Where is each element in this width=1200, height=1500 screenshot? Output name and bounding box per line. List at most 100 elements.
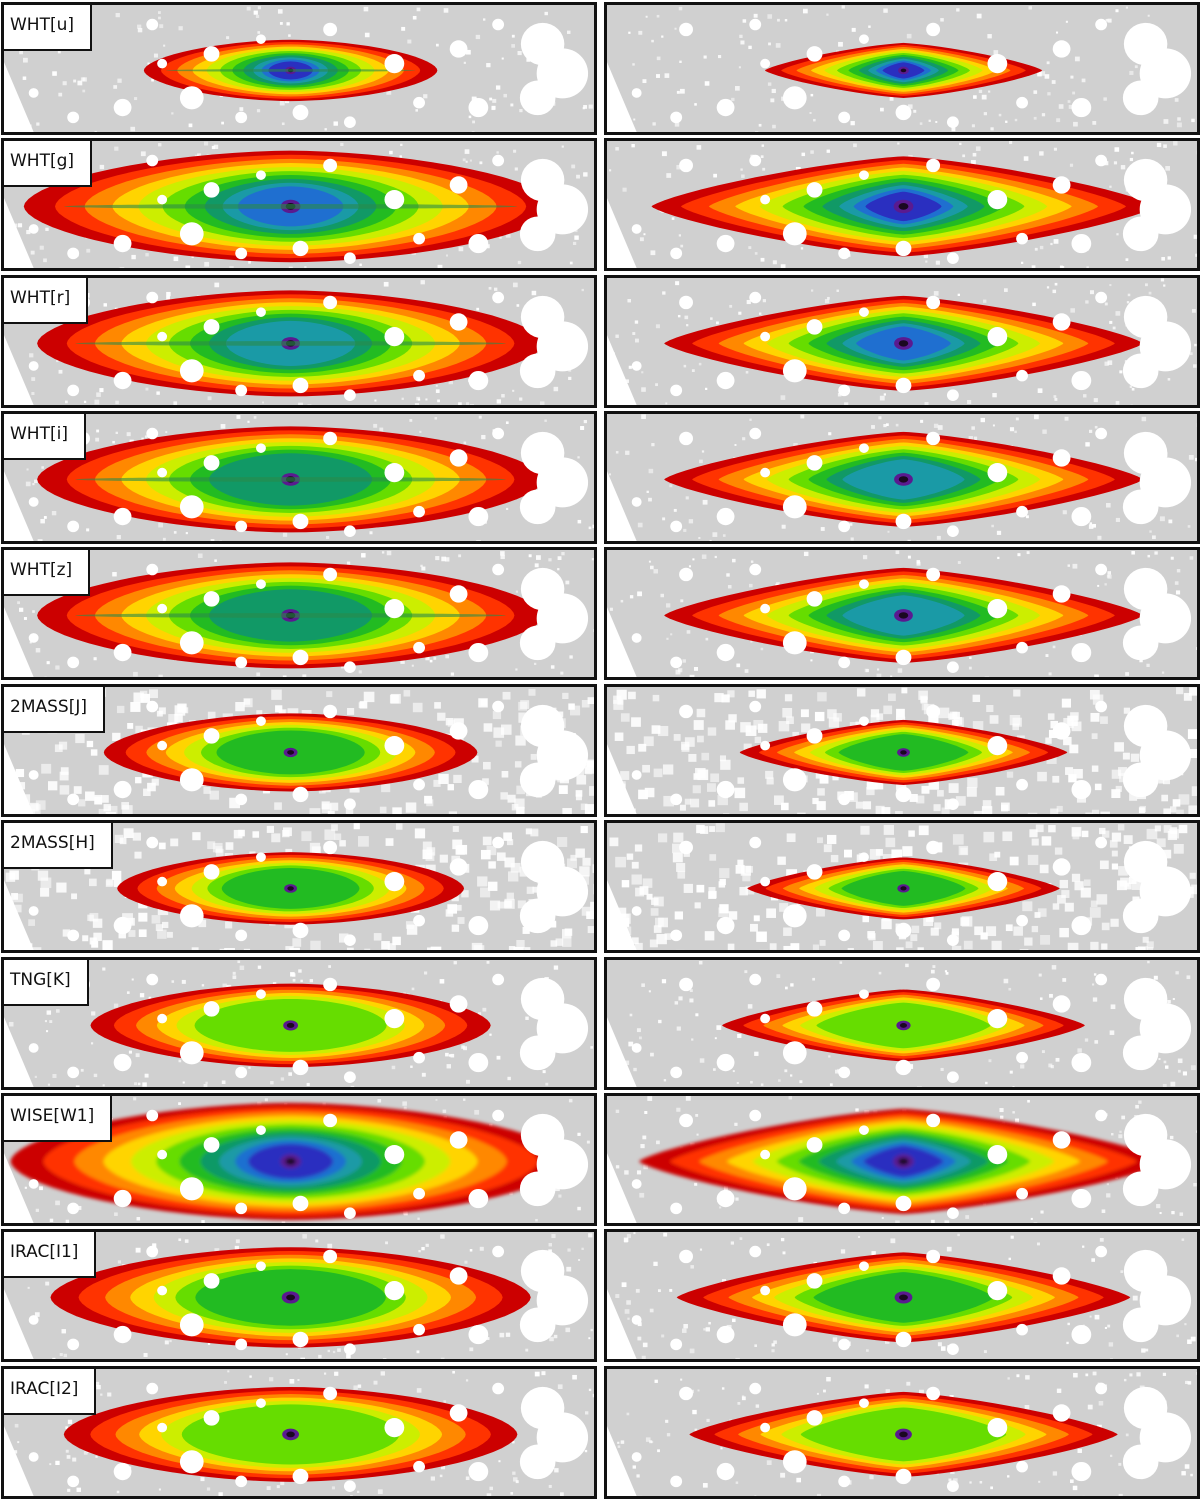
masked-star [413,1187,426,1200]
masked-star [806,319,823,335]
masked-star [895,377,912,394]
masked-star [670,656,683,669]
masked-star [782,222,807,246]
masked-star [838,1066,851,1079]
masked-star [203,46,220,62]
masked-star [413,96,426,109]
masked-star [716,1462,735,1481]
image-edge [607,335,637,405]
masked-star [631,1179,642,1189]
masked-star [468,97,489,118]
masked-star [895,1059,912,1076]
masked-star [519,1171,556,1207]
band-label: TNG[K] [4,960,89,1006]
masked-star [859,1125,869,1135]
masked-star [1071,1052,1092,1073]
masked-star [492,1382,505,1395]
masked-star [323,431,338,446]
masked-star [1016,505,1029,518]
masked-star [926,295,941,310]
masked-star [1071,1461,1092,1482]
masked-star [113,643,132,662]
star-masks [631,1245,1192,1355]
masked-star [28,497,39,507]
masked-star [679,431,693,446]
masked-star [1052,1131,1071,1149]
observed-image-panel: WHT[g] [1,138,597,271]
masked-star [292,1195,309,1212]
masked-star [782,1450,807,1474]
masked-star [384,1008,405,1029]
masked-star [323,840,338,855]
galaxy-core [900,886,907,891]
masked-star [716,234,735,253]
star-masks [28,1245,589,1355]
masked-star [146,291,159,304]
masked-star [519,625,556,661]
masked-star [859,170,869,180]
masked-star [449,1131,468,1149]
masked-star [859,716,869,726]
masked-star [987,1144,1008,1165]
masked-star [859,1261,869,1271]
masked-star [716,507,735,526]
masked-star [179,1041,204,1065]
masked-star [179,904,204,928]
masked-star [343,389,356,401]
masked-star [1016,778,1029,791]
masked-star [323,1249,338,1264]
masked-star [946,1207,959,1219]
masked-star [292,240,309,257]
masked-star [987,871,1008,892]
masked-star [1052,449,1071,467]
masked-star [492,973,505,986]
masked-star [519,762,556,798]
masked-star [679,567,693,582]
masked-star [1122,625,1159,661]
masked-star [749,836,762,849]
masked-star [1016,369,1029,382]
masked-star [157,876,168,887]
masked-star [782,631,807,655]
model-image-panel [604,1229,1200,1362]
masked-star [235,1202,248,1215]
masked-star [1071,642,1092,663]
masked-star [28,770,39,780]
masked-star [1122,80,1159,116]
masked-star [782,1041,807,1065]
masked-star [449,1267,468,1285]
masked-star [838,384,851,397]
masked-star [146,427,159,440]
observed-image-panel: 2MASS[H] [1,820,597,953]
observed-galaxy-image [4,278,594,405]
masked-star [1095,18,1108,31]
band-label: IRAC[I2] [4,1369,97,1415]
star-masks [28,836,589,946]
masked-star [859,579,869,589]
image-edge [607,880,637,950]
masked-star [895,1468,912,1485]
model-galaxy-image [607,823,1197,950]
masked-star [1016,1460,1029,1473]
galaxy-core [898,476,909,483]
masked-star [670,111,683,124]
masked-star [519,898,556,934]
masked-star [157,1149,168,1160]
masked-star [146,973,159,986]
masked-star [838,1475,851,1488]
masked-star [1122,898,1159,934]
masked-star [987,598,1008,619]
band-label: 2MASS[J] [4,687,105,733]
masked-star [716,371,735,390]
masked-star [146,1382,159,1395]
observed-image-panel: 2MASS[J] [1,684,597,817]
masked-star [179,495,204,519]
masked-star [760,603,771,614]
masked-star [895,922,912,939]
model-galaxy-image [607,1232,1197,1359]
dust-lane [75,613,507,618]
masked-star [838,1202,851,1215]
masked-star [492,291,505,304]
galaxy-core [287,886,294,891]
masked-star [1122,216,1159,252]
